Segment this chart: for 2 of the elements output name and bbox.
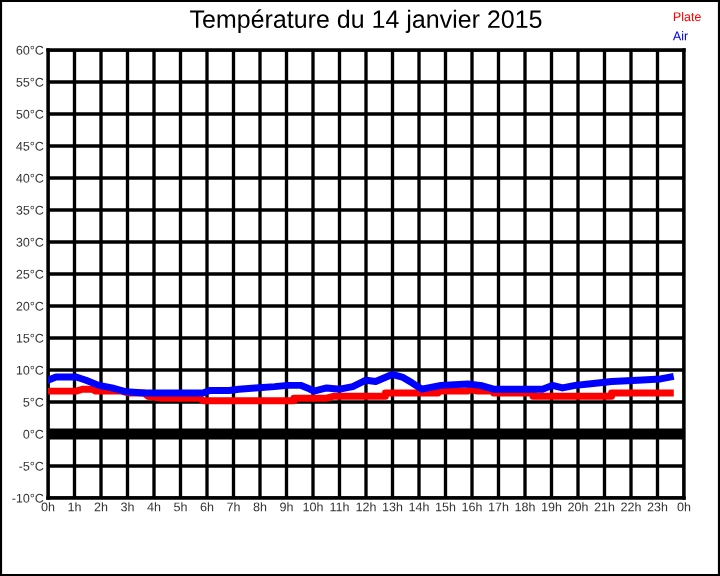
line-series bbox=[48, 371, 674, 397]
chart-title: Température du 14 janvier 2015 bbox=[190, 9, 542, 33]
